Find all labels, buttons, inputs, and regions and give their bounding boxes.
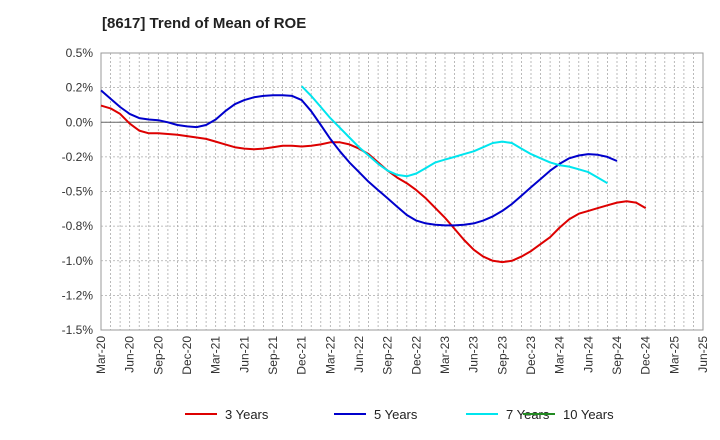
x-tick-label: Jun-20 (123, 336, 137, 373)
y-tick-label: -0.2% (62, 150, 94, 164)
y-tick-label: 0.5% (66, 46, 94, 60)
x-tick-label: Dec-24 (639, 336, 653, 375)
x-tick-label: Jun-25 (696, 336, 710, 373)
series-line-5-years (100, 89, 618, 227)
x-tick-label: Sep-20 (151, 336, 165, 375)
x-tick-label: Dec-22 (409, 336, 423, 375)
y-tick-label: -0.8% (62, 219, 94, 233)
x-tick-label: Jun-23 (467, 336, 481, 373)
y-tick-label: -1.5% (62, 323, 94, 337)
chart-title: [8617] Trend of Mean of ROE (102, 15, 306, 32)
x-tick-label: Sep-24 (610, 336, 624, 375)
x-tick-label: Sep-22 (381, 336, 395, 375)
x-tick-label: Dec-20 (180, 336, 194, 375)
x-tick-label: Mar-22 (323, 336, 337, 374)
y-tick-label: -1.0% (62, 254, 94, 268)
x-tick-label: Jun-24 (581, 336, 595, 373)
x-tick-label: Jun-22 (352, 336, 366, 373)
x-axis-ticks: Mar-20 Jun-20 Sep-20 Dec-20 Mar-21 Jun-21 Sep-… (94, 336, 710, 375)
y-axis-ticks: 0.5% 0.2% 0.0% -0.2% -0.5% -0.8% -1.0% -1.2% -1.… (62, 46, 94, 337)
x-tick-label: Sep-21 (266, 336, 280, 375)
x-tick-label: Sep-23 (495, 336, 509, 375)
y-tick-label: -0.5% (62, 185, 94, 199)
x-tick-label: Mar-21 (209, 336, 223, 374)
series-line-7-years (300, 85, 608, 185)
x-tick-label: Mar-24 (553, 336, 567, 374)
series-line-3-years (100, 104, 647, 264)
legend-label: 10 Years (563, 407, 614, 422)
legend: 3 Years 5 Years 7 Years 10 Years (185, 407, 614, 422)
y-tick-label: 0.0% (66, 115, 94, 129)
x-tick-label: Mar-25 (667, 336, 681, 374)
y-tick-label: 0.2% (66, 81, 94, 95)
x-tick-label: Mar-23 (438, 336, 452, 374)
x-tick-label: Jun-21 (237, 336, 251, 373)
y-tick-label: -1.2% (62, 288, 94, 302)
legend-label: 3 Years (225, 407, 269, 422)
x-tick-label: Dec-23 (524, 336, 538, 375)
series-layer (100, 85, 647, 264)
x-tick-label: Dec-21 (295, 336, 309, 375)
x-tick-label: Mar-20 (94, 336, 108, 374)
legend-label: 5 Years (374, 407, 418, 422)
